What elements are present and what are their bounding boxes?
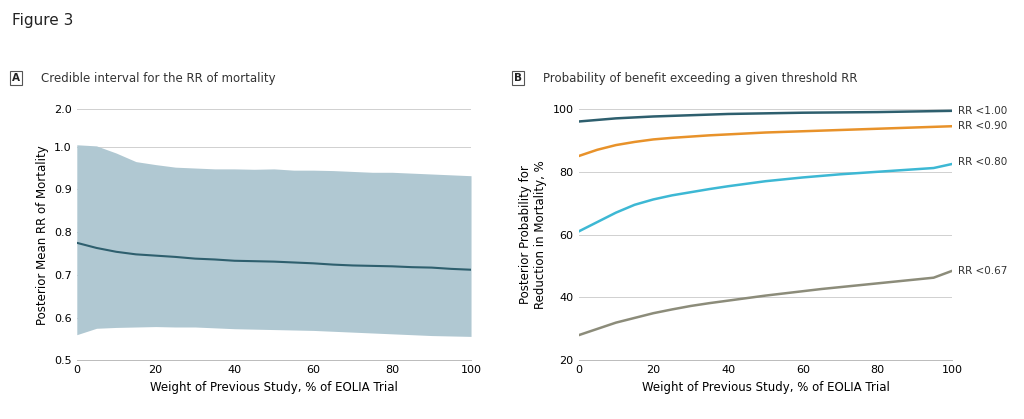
Y-axis label: Posterior Probability for
Reduction in Mortality, %: Posterior Probability for Reduction in M… (519, 160, 547, 309)
X-axis label: Weight of Previous Study, % of EOLIA Trial: Weight of Previous Study, % of EOLIA Tri… (150, 381, 398, 394)
Text: RR <0.80: RR <0.80 (957, 158, 1008, 167)
Text: RR <0.90: RR <0.90 (957, 121, 1008, 131)
Text: RR <0.67: RR <0.67 (957, 266, 1008, 276)
Text: B: B (514, 73, 522, 83)
Text: Credible interval for the RR of mortality: Credible interval for the RR of mortalit… (41, 72, 275, 85)
Text: Probability of benefit exceeding a given threshold RR: Probability of benefit exceeding a given… (543, 72, 857, 85)
Y-axis label: Posterior Mean RR of Mortality: Posterior Mean RR of Mortality (36, 145, 48, 324)
X-axis label: Weight of Previous Study, % of EOLIA Trial: Weight of Previous Study, % of EOLIA Tri… (641, 381, 890, 394)
Text: Figure 3: Figure 3 (12, 13, 74, 28)
Text: A: A (12, 73, 20, 83)
Text: RR <1.00: RR <1.00 (957, 106, 1008, 116)
